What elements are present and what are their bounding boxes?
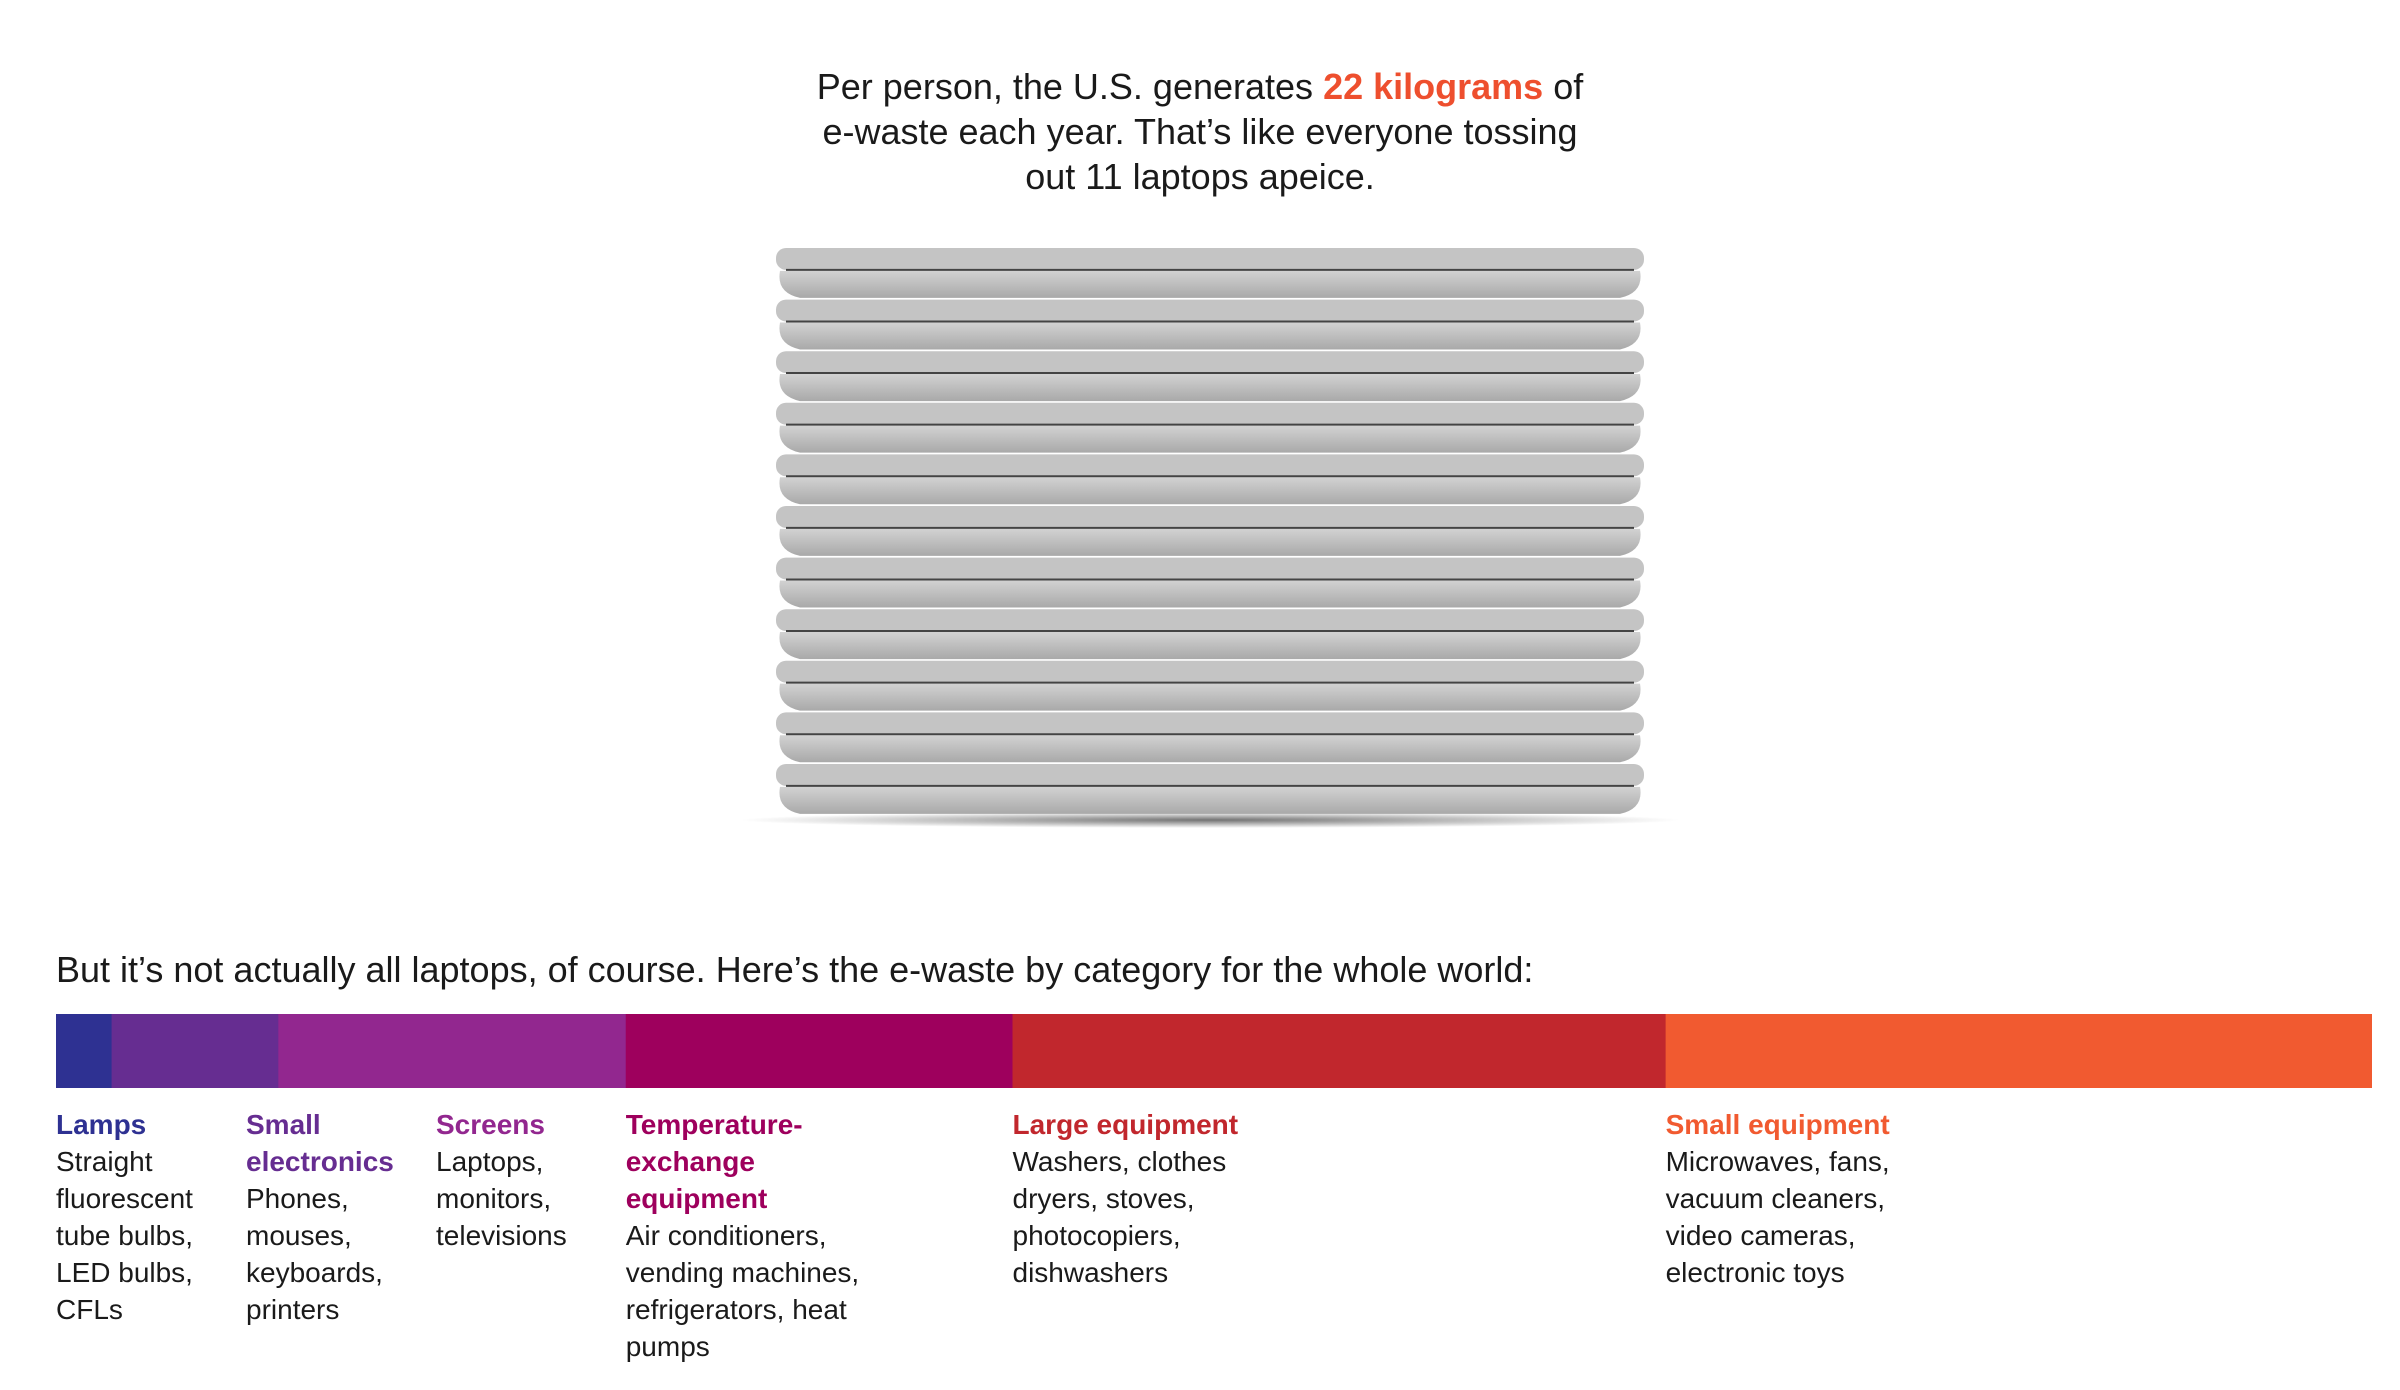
category-description: Washers, clothes dryers, stoves, photocopi…: [1013, 1143, 1239, 1291]
category-name: Screens: [436, 1106, 567, 1143]
bar-segment-small-electronics: [111, 1014, 279, 1088]
category-description-line: mouses,: [246, 1220, 352, 1251]
category-bar-svg: [56, 1014, 2372, 1088]
headline-line-1: Per person, the U.S. generates 22 kilogr…: [0, 64, 2400, 109]
category-name-line: Small equipment: [1665, 1109, 1890, 1140]
category-name: Large equipment: [1013, 1106, 1239, 1143]
category-description: Microwaves, fans, vacuum cleaners, video c…: [1666, 1143, 1890, 1291]
category-labels: Lamps Straight fluorescent tube bulbs, LED b…: [56, 1106, 2372, 1376]
category-description-line: video cameras,: [1665, 1220, 1856, 1251]
laptop-icon: [776, 351, 1644, 402]
category-name-line: Large equipment: [1012, 1109, 1239, 1140]
laptop-icon: [776, 712, 1644, 763]
category-name: Small equipment: [1666, 1106, 1890, 1143]
laptop-icon: [776, 248, 1644, 298]
category-description-line: printers: [246, 1294, 340, 1325]
category-description-line: pumps: [625, 1331, 710, 1362]
category-description-line: photocopiers,: [1012, 1220, 1181, 1251]
category-label-small-equipment: Small equipment Microwaves, fans, vacuum c…: [1666, 1106, 1890, 1291]
category-description-line: electronic toys: [1665, 1257, 1845, 1288]
laptop-stack-pictograph: [730, 240, 1690, 840]
category-description-line: dishwashers: [1012, 1257, 1169, 1288]
laptop-icon: [776, 764, 1644, 814]
category-name: Lamps: [56, 1106, 193, 1143]
category-name-line: equipment: [625, 1183, 768, 1214]
category-description-line: dryers, stoves,: [1012, 1183, 1195, 1214]
category-name-line: Temperature-: [625, 1109, 803, 1140]
laptop-icon: [776, 299, 1644, 350]
laptop-stack-svg: [740, 248, 1680, 828]
category-description: Straight fluorescent tube bulbs, LED bulbs,…: [56, 1143, 193, 1328]
laptop-icon: [776, 506, 1644, 556]
category-description-line: Phones,: [246, 1183, 349, 1214]
category-description: Phones, mouses, keyboards, printers: [246, 1180, 394, 1328]
laptop-icon: [776, 454, 1644, 505]
category-description-line: Microwaves, fans,: [1665, 1146, 1890, 1177]
stack-shadow: [740, 812, 1680, 828]
bar-segment-lamps: [56, 1014, 113, 1088]
headline-text-end: of: [1543, 66, 1584, 107]
bar-segment-large-equipment: [1012, 1014, 1667, 1088]
category-description-line: Washers, clothes: [1012, 1146, 1227, 1177]
headline: Per person, the U.S. generates 22 kilogr…: [0, 64, 2400, 199]
category-description-line: Laptops,: [436, 1146, 544, 1177]
category-label-lamps: Lamps Straight fluorescent tube bulbs, LED b…: [56, 1106, 193, 1328]
category-name-line: Small: [246, 1109, 321, 1140]
bar-segment-small-equipment: [1665, 1014, 2372, 1088]
category-name-line: electronics: [246, 1146, 394, 1177]
category-name: Small electronics: [246, 1106, 394, 1180]
category-name-line: Lamps: [56, 1109, 147, 1140]
category-description-line: CFLs: [56, 1294, 123, 1325]
ewaste-category-bar: [56, 1014, 2372, 1088]
category-description-line: televisions: [436, 1220, 567, 1251]
category-label-temperature-exchange-equipment: Temperature-exchange equipment Air conditi…: [626, 1106, 859, 1365]
headline-highlight: 22 kilograms: [1323, 66, 1544, 107]
category-description-line: vending machines,: [625, 1257, 860, 1288]
category-description-line: tube bulbs,: [56, 1220, 193, 1251]
bar-segment-temperature-exchange-equipment: [625, 1014, 1014, 1088]
laptop-icon: [776, 402, 1644, 453]
category-description-line: Straight: [56, 1146, 153, 1177]
laptop-icon: [776, 609, 1644, 660]
category-description: Laptops, monitors, televisions: [436, 1143, 567, 1254]
category-description-line: fluorescent: [56, 1183, 193, 1214]
category-name-line: exchange: [625, 1146, 755, 1177]
category-description-line: Air conditioners,: [625, 1220, 827, 1251]
headline-line-3: out 11 laptops apeice.: [1025, 156, 1375, 197]
laptop-icon: [776, 557, 1644, 608]
headline-line-2: e-waste each year. That’s like everyone …: [822, 111, 1578, 152]
category-description-line: monitors,: [436, 1183, 552, 1214]
category-label-small-electronics: Small electronics Phones, mouses, keyboards,…: [246, 1106, 394, 1328]
category-name-line: Screens: [436, 1109, 545, 1140]
category-intro-text: But it’s not actually all laptops, of co…: [56, 949, 1534, 990]
category-description-line: LED bulbs,: [56, 1257, 193, 1288]
category-description-line: keyboards,: [246, 1257, 383, 1288]
laptop-icon: [776, 660, 1644, 711]
category-label-large-equipment: Large equipment Washers, clothes dryers, s…: [1013, 1106, 1239, 1291]
category-description-line: vacuum cleaners,: [1665, 1183, 1886, 1214]
category-description-line: refrigerators, heat: [625, 1294, 847, 1325]
headline-text-start: Per person, the U.S. generates: [816, 66, 1324, 107]
category-label-screens: Screens Laptops, monitors, televisions: [436, 1106, 567, 1254]
category-name: Temperature-exchange equipment: [626, 1106, 859, 1217]
category-description: Air conditioners, vending machines, refrig…: [626, 1217, 859, 1365]
bar-segment-screens: [278, 1014, 627, 1088]
